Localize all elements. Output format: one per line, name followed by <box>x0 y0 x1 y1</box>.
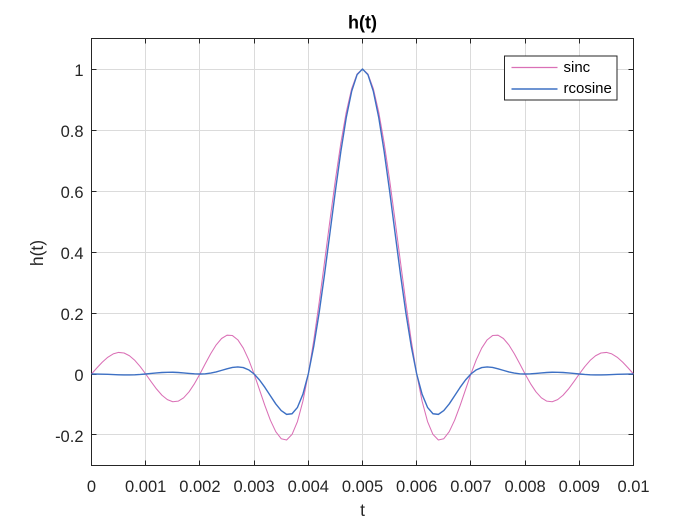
svg-text:0.006: 0.006 <box>396 478 437 496</box>
svg-text:0: 0 <box>87 478 96 496</box>
svg-text:0: 0 <box>74 367 83 385</box>
svg-text:t: t <box>360 500 365 520</box>
svg-text:0.6: 0.6 <box>61 184 84 202</box>
svg-text:0.009: 0.009 <box>559 478 600 496</box>
svg-text:h(t): h(t) <box>27 240 47 266</box>
svg-text:0.002: 0.002 <box>179 478 220 496</box>
svg-text:1: 1 <box>74 62 83 80</box>
svg-text:0.005: 0.005 <box>342 478 383 496</box>
svg-text:0.001: 0.001 <box>125 478 166 496</box>
svg-text:0.007: 0.007 <box>450 478 491 496</box>
svg-text:0.4: 0.4 <box>61 245 84 263</box>
svg-text:sinc: sinc <box>564 59 591 76</box>
svg-text:0.003: 0.003 <box>233 478 274 496</box>
svg-text:rcosine: rcosine <box>564 80 612 97</box>
svg-text:-0.2: -0.2 <box>55 428 83 446</box>
svg-text:0.2: 0.2 <box>61 306 84 324</box>
svg-text:0.004: 0.004 <box>288 478 329 496</box>
svg-text:h(t): h(t) <box>348 13 377 33</box>
svg-text:0.01: 0.01 <box>617 478 649 496</box>
svg-text:0.008: 0.008 <box>504 478 545 496</box>
svg-text:0.8: 0.8 <box>61 123 84 141</box>
